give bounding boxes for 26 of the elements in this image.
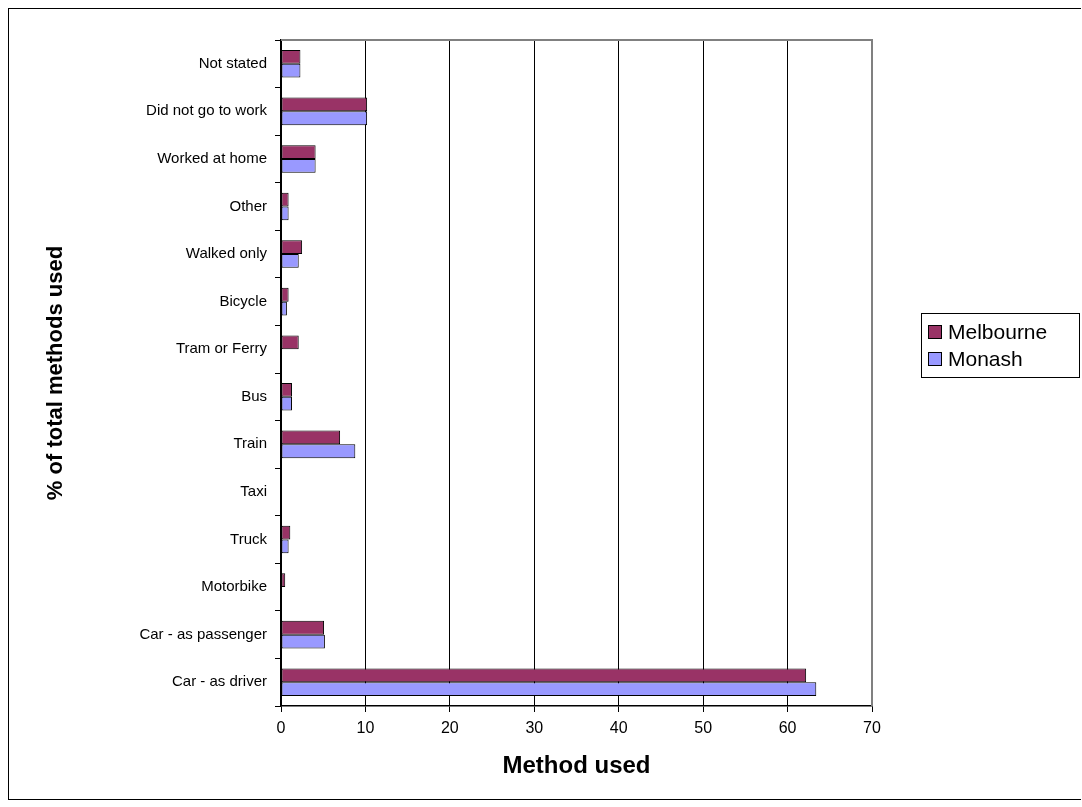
y-tick-label: Tram or Ferry — [175, 339, 268, 357]
y-tick-label: Car - as driver — [171, 672, 267, 690]
y-tick-label: Worked at home — [157, 149, 267, 167]
x-tick-label: 0 — [276, 719, 286, 737]
y-axis-title: % of total methods used — [42, 245, 68, 501]
legend-label: Monash — [948, 346, 1023, 371]
x-tick-label: 40 — [609, 719, 628, 737]
y-tick-label: Train — [233, 434, 267, 452]
x-tick-label: 50 — [694, 719, 713, 737]
y-tick-label: Taxi — [240, 482, 267, 500]
x-tick-label: 70 — [863, 719, 881, 737]
y-tick-label: Did not go to work — [146, 101, 268, 119]
x-tick-label: 60 — [778, 719, 797, 737]
y-tick-label: Bus — [241, 386, 267, 404]
x-tick-label: 30 — [525, 719, 544, 737]
y-tick-label: Not stated — [198, 53, 267, 71]
y-tick-label: Motorbike — [201, 577, 267, 595]
y-tick-label: Bicycle — [219, 291, 267, 309]
x-tick-label: 10 — [356, 719, 375, 737]
y-tick-label: Truck — [230, 529, 268, 547]
x-axis-title: Method used — [502, 751, 651, 779]
legend-label: Melbourne — [948, 319, 1048, 344]
y-tick-label: Walked only — [185, 244, 268, 262]
y-tick-label: Car - as passenger — [139, 624, 267, 642]
x-tick-label: 20 — [440, 719, 459, 737]
y-tick-label: Other — [229, 196, 267, 214]
